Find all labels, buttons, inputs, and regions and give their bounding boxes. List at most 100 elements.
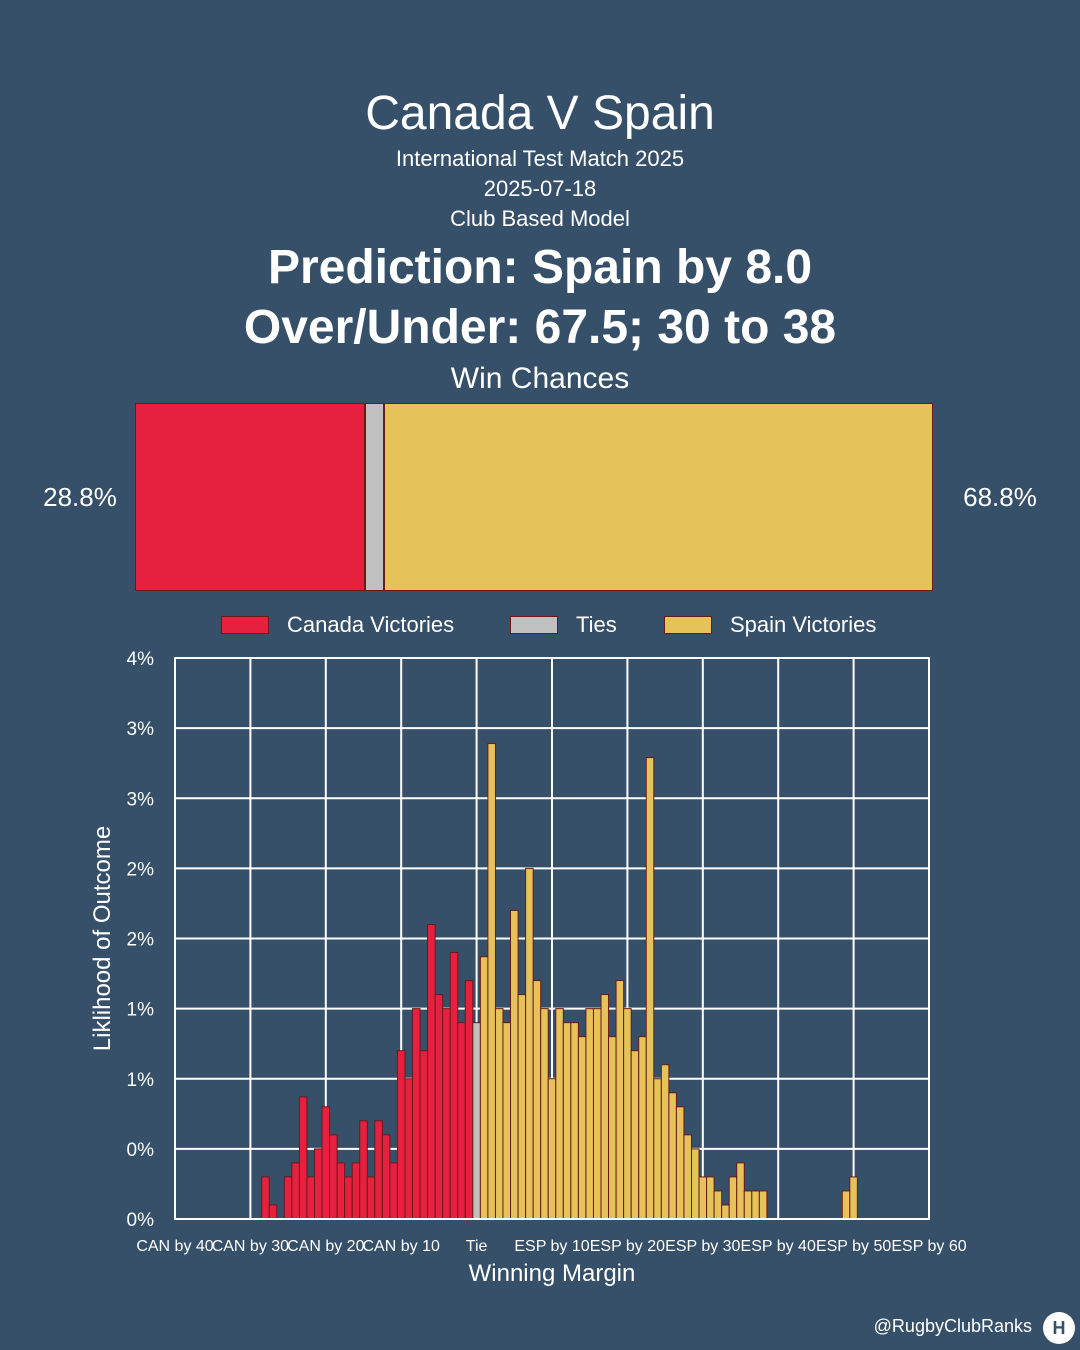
legend-item-spain: Spain Victories [664, 612, 876, 638]
chart-title: Canada V Spain [365, 87, 715, 140]
histogram-bar [562, 1022, 572, 1220]
histogram-bar [374, 1120, 383, 1220]
histogram-bar [849, 1176, 858, 1220]
match-subtitle: International Test Match 2025 [395, 146, 685, 171]
twitter-handle: @RugbyClubRanks [873, 1316, 1032, 1336]
histogram-bar [494, 1008, 504, 1220]
histogram-bar [427, 923, 436, 1220]
legend-swatch-ties [510, 616, 558, 634]
histogram-bar [306, 1176, 315, 1220]
match-date: 2025-07-18 [483, 176, 597, 201]
y-tick-label: 2% [127, 859, 155, 880]
tie-segment [364, 403, 384, 591]
histogram-bar [623, 1008, 632, 1220]
histogram-bar [261, 1176, 270, 1220]
histogram-bar [298, 1096, 308, 1220]
histogram-bar [645, 757, 655, 1220]
histogram-bar [841, 1190, 851, 1220]
legend-swatch-canada [221, 616, 269, 634]
histogram-bar [525, 867, 534, 1220]
histogram-bar [592, 1008, 602, 1220]
legend-swatch-spain [664, 616, 712, 634]
spain-win-percent: 68.8% [963, 482, 1037, 512]
histogram-bar [555, 1008, 564, 1220]
histogram-bar [547, 1078, 557, 1220]
brand-logo: H [1043, 1312, 1075, 1344]
histogram-bar [336, 1162, 346, 1220]
histogram-bar [412, 1008, 421, 1220]
canada-win-segment [135, 403, 365, 591]
x-tick-label: CAN by 20 [287, 1238, 364, 1255]
histogram-bar [585, 1008, 594, 1220]
y-tick-label: 3% [127, 789, 155, 810]
legend-label-canada: Canada Victories [287, 612, 455, 637]
y-tick-label: 1% [127, 1070, 155, 1091]
histogram-bar [329, 1134, 338, 1220]
canada-win-percent: 28.8% [43, 482, 117, 512]
histogram-bar [540, 1008, 549, 1220]
x-tick-label: CAN by 30 [212, 1238, 289, 1255]
legend: Canada Victories Ties Spain Victories [0, 612, 1080, 642]
histogram-bar [706, 1176, 715, 1220]
win-chances-title: Win Chances [450, 362, 630, 395]
histogram-bar [404, 1078, 414, 1220]
histogram-bar [615, 980, 625, 1220]
histogram-bar [660, 1064, 670, 1220]
prediction-text: Prediction: Spain by 8.0 [267, 241, 813, 294]
histogram-bar [389, 1162, 398, 1220]
x-tick-label: CAN by 40 [136, 1238, 213, 1255]
y-tick-label: 2% [127, 930, 155, 951]
histogram-bar [283, 1176, 293, 1220]
histogram-bar [517, 994, 527, 1220]
model-name: Club Based Model [450, 206, 630, 231]
legend-label-spain: Spain Victories [730, 612, 877, 637]
y-tick-label: 0% [127, 1140, 155, 1161]
histogram-bar [449, 952, 459, 1220]
histogram-bar [487, 743, 496, 1220]
y-tick-label: 0% [127, 1210, 155, 1231]
histogram-bar [675, 1106, 685, 1220]
histogram-bar [351, 1162, 361, 1220]
x-tick-label: Tie [466, 1238, 488, 1255]
histogram-bar [321, 1106, 331, 1220]
histogram-bar [510, 909, 519, 1220]
x-axis-label: Winning Margin [469, 1260, 636, 1287]
histogram-bar [457, 1022, 466, 1220]
histogram-bar [653, 1078, 662, 1220]
legend-item-canada: Canada Victories [221, 612, 454, 638]
histogram-bar [698, 1176, 708, 1220]
histogram-bar [577, 1036, 587, 1220]
x-tick-label: ESP by 60 [891, 1238, 966, 1255]
histogram-bar [690, 1148, 700, 1220]
x-tick-label: ESP by 30 [665, 1238, 740, 1255]
x-tick-label: ESP by 50 [816, 1238, 891, 1255]
histogram-bar [532, 980, 542, 1220]
histogram-bar [600, 994, 610, 1220]
histogram-bar [668, 1092, 677, 1220]
histogram-bar [313, 1148, 323, 1220]
histogram-bar [291, 1162, 300, 1220]
histogram-bar [630, 1050, 640, 1220]
histogram-bar [268, 1204, 278, 1220]
histogram-bar [683, 1134, 692, 1220]
histogram-bar [359, 1120, 368, 1220]
histogram-bar [396, 1050, 406, 1220]
histogram-bar [472, 1022, 481, 1220]
histogram-bar [751, 1190, 760, 1220]
histogram-bar [479, 956, 489, 1220]
histogram-bar [721, 1204, 730, 1220]
histogram-bar [743, 1190, 753, 1220]
histogram-bar [758, 1190, 768, 1220]
histogram-bar [608, 1036, 617, 1220]
histogram-bar [464, 980, 474, 1220]
x-tick-label: ESP by 40 [741, 1238, 816, 1255]
histogram-bar [442, 1008, 451, 1220]
histogram-bar [419, 1050, 429, 1220]
histogram-bar [366, 1176, 376, 1220]
histogram-bar [381, 1134, 391, 1220]
y-tick-label: 4% [127, 649, 155, 670]
histogram-bar [713, 1190, 723, 1220]
histogram-bar [728, 1176, 738, 1220]
histogram-bar [344, 1176, 353, 1220]
